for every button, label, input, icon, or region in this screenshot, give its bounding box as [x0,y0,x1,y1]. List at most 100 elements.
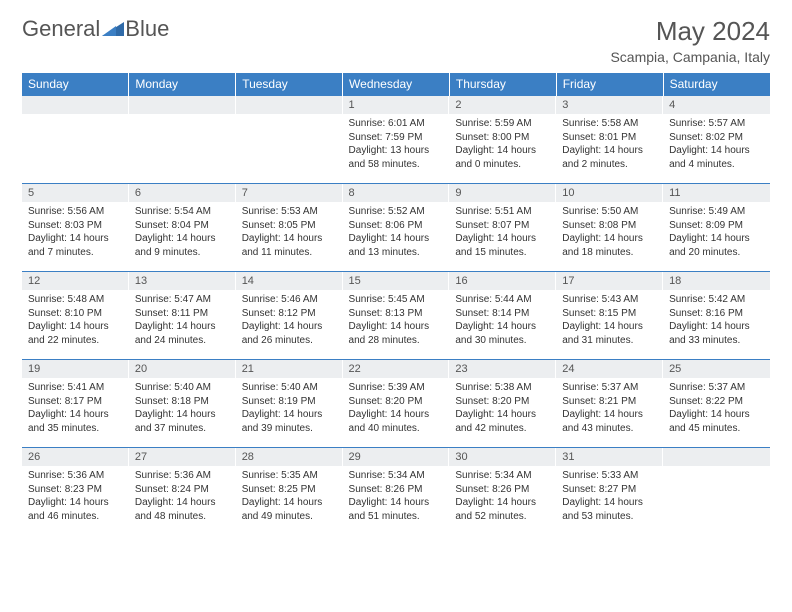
logo-text-2: Blue [125,16,169,42]
day-header: Friday [556,73,663,96]
calendar-table: SundayMondayTuesdayWednesdayThursdayFrid… [22,73,770,536]
day-number: 23 [449,360,556,378]
day-number: 26 [22,448,129,466]
calendar-day: 3Sunrise: 5:58 AMSunset: 8:01 PMDaylight… [556,96,663,184]
day-number: 27 [129,448,236,466]
day-details: Sunrise: 5:53 AMSunset: 8:05 PMDaylight:… [236,202,343,263]
day-details: Sunrise: 5:58 AMSunset: 8:01 PMDaylight:… [556,114,663,175]
day-details: Sunrise: 5:54 AMSunset: 8:04 PMDaylight:… [129,202,236,263]
day-number: 9 [449,184,556,202]
calendar-day: 28Sunrise: 5:35 AMSunset: 8:25 PMDayligh… [236,448,343,536]
calendar-day: 30Sunrise: 5:34 AMSunset: 8:26 PMDayligh… [449,448,556,536]
calendar-day: 24Sunrise: 5:37 AMSunset: 8:21 PMDayligh… [556,360,663,448]
day-details: Sunrise: 5:44 AMSunset: 8:14 PMDaylight:… [449,290,556,351]
calendar-day: 31Sunrise: 5:33 AMSunset: 8:27 PMDayligh… [556,448,663,536]
day-details: Sunrise: 5:52 AMSunset: 8:06 PMDaylight:… [343,202,450,263]
page-title: May 2024 [610,16,770,47]
calendar-week: 12Sunrise: 5:48 AMSunset: 8:10 PMDayligh… [22,272,770,360]
logo: General Blue [22,16,169,42]
day-number: 25 [663,360,770,378]
day-details: Sunrise: 5:50 AMSunset: 8:08 PMDaylight:… [556,202,663,263]
day-details: Sunrise: 5:42 AMSunset: 8:16 PMDaylight:… [663,290,770,351]
day-number: 22 [343,360,450,378]
calendar-day: 27Sunrise: 5:36 AMSunset: 8:24 PMDayligh… [129,448,236,536]
calendar-day: 22Sunrise: 5:39 AMSunset: 8:20 PMDayligh… [343,360,450,448]
calendar-day: 11Sunrise: 5:49 AMSunset: 8:09 PMDayligh… [663,184,770,272]
day-number: 24 [556,360,663,378]
calendar-week: 26Sunrise: 5:36 AMSunset: 8:23 PMDayligh… [22,448,770,536]
day-details: Sunrise: 5:51 AMSunset: 8:07 PMDaylight:… [449,202,556,263]
calendar-day: 26Sunrise: 5:36 AMSunset: 8:23 PMDayligh… [22,448,129,536]
day-header: Monday [129,73,236,96]
day-details: Sunrise: 5:39 AMSunset: 8:20 PMDaylight:… [343,378,450,439]
location: Scampia, Campania, Italy [610,49,770,65]
day-header: Saturday [663,73,770,96]
day-number: 7 [236,184,343,202]
day-number [663,448,770,466]
calendar-day: 16Sunrise: 5:44 AMSunset: 8:14 PMDayligh… [449,272,556,360]
day-number: 2 [449,96,556,114]
title-block: May 2024 Scampia, Campania, Italy [610,16,770,65]
calendar-week: 5Sunrise: 5:56 AMSunset: 8:03 PMDaylight… [22,184,770,272]
day-details: Sunrise: 5:46 AMSunset: 8:12 PMDaylight:… [236,290,343,351]
day-details: Sunrise: 5:34 AMSunset: 8:26 PMDaylight:… [343,466,450,527]
calendar-day: 5Sunrise: 5:56 AMSunset: 8:03 PMDaylight… [22,184,129,272]
day-details: Sunrise: 5:36 AMSunset: 8:23 PMDaylight:… [22,466,129,527]
day-header: Thursday [449,73,556,96]
day-header: Wednesday [343,73,450,96]
day-details: Sunrise: 5:43 AMSunset: 8:15 PMDaylight:… [556,290,663,351]
calendar-day: 7Sunrise: 5:53 AMSunset: 8:05 PMDaylight… [236,184,343,272]
day-details: Sunrise: 5:36 AMSunset: 8:24 PMDaylight:… [129,466,236,527]
day-details: Sunrise: 5:49 AMSunset: 8:09 PMDaylight:… [663,202,770,263]
day-number: 30 [449,448,556,466]
day-details: Sunrise: 5:56 AMSunset: 8:03 PMDaylight:… [22,202,129,263]
day-number: 8 [343,184,450,202]
day-number [129,96,236,114]
day-number: 12 [22,272,129,290]
calendar-day: 12Sunrise: 5:48 AMSunset: 8:10 PMDayligh… [22,272,129,360]
day-details: Sunrise: 5:33 AMSunset: 8:27 PMDaylight:… [556,466,663,527]
day-details: Sunrise: 5:57 AMSunset: 8:02 PMDaylight:… [663,114,770,175]
calendar-day: 6Sunrise: 5:54 AMSunset: 8:04 PMDaylight… [129,184,236,272]
day-number: 29 [343,448,450,466]
calendar-day: 13Sunrise: 5:47 AMSunset: 8:11 PMDayligh… [129,272,236,360]
day-details: Sunrise: 5:45 AMSunset: 8:13 PMDaylight:… [343,290,450,351]
calendar-day: 4Sunrise: 5:57 AMSunset: 8:02 PMDaylight… [663,96,770,184]
logo-triangle-icon [102,16,124,42]
calendar-day: 21Sunrise: 5:40 AMSunset: 8:19 PMDayligh… [236,360,343,448]
day-header: Tuesday [236,73,343,96]
day-number: 20 [129,360,236,378]
calendar-day [22,96,129,184]
day-number: 18 [663,272,770,290]
day-header-row: SundayMondayTuesdayWednesdayThursdayFrid… [22,73,770,96]
calendar-day: 2Sunrise: 5:59 AMSunset: 8:00 PMDaylight… [449,96,556,184]
day-details: Sunrise: 5:38 AMSunset: 8:20 PMDaylight:… [449,378,556,439]
calendar-day: 19Sunrise: 5:41 AMSunset: 8:17 PMDayligh… [22,360,129,448]
day-details: Sunrise: 5:40 AMSunset: 8:19 PMDaylight:… [236,378,343,439]
calendar-body: 1Sunrise: 6:01 AMSunset: 7:59 PMDaylight… [22,96,770,536]
day-number: 1 [343,96,450,114]
calendar-week: 1Sunrise: 6:01 AMSunset: 7:59 PMDaylight… [22,96,770,184]
calendar-day [129,96,236,184]
day-number: 10 [556,184,663,202]
calendar-day: 8Sunrise: 5:52 AMSunset: 8:06 PMDaylight… [343,184,450,272]
calendar-day: 20Sunrise: 5:40 AMSunset: 8:18 PMDayligh… [129,360,236,448]
calendar-day: 18Sunrise: 5:42 AMSunset: 8:16 PMDayligh… [663,272,770,360]
day-details: Sunrise: 5:41 AMSunset: 8:17 PMDaylight:… [22,378,129,439]
logo-text-1: General [22,16,100,42]
day-details: Sunrise: 5:59 AMSunset: 8:00 PMDaylight:… [449,114,556,175]
calendar-day: 15Sunrise: 5:45 AMSunset: 8:13 PMDayligh… [343,272,450,360]
day-number: 4 [663,96,770,114]
day-details: Sunrise: 5:40 AMSunset: 8:18 PMDaylight:… [129,378,236,439]
calendar-day: 17Sunrise: 5:43 AMSunset: 8:15 PMDayligh… [556,272,663,360]
day-number: 19 [22,360,129,378]
day-details: Sunrise: 6:01 AMSunset: 7:59 PMDaylight:… [343,114,450,175]
day-number: 28 [236,448,343,466]
day-details: Sunrise: 5:35 AMSunset: 8:25 PMDaylight:… [236,466,343,527]
calendar-day: 9Sunrise: 5:51 AMSunset: 8:07 PMDaylight… [449,184,556,272]
day-number [22,96,129,114]
day-number: 6 [129,184,236,202]
day-details: Sunrise: 5:47 AMSunset: 8:11 PMDaylight:… [129,290,236,351]
calendar-day [236,96,343,184]
calendar-day: 23Sunrise: 5:38 AMSunset: 8:20 PMDayligh… [449,360,556,448]
